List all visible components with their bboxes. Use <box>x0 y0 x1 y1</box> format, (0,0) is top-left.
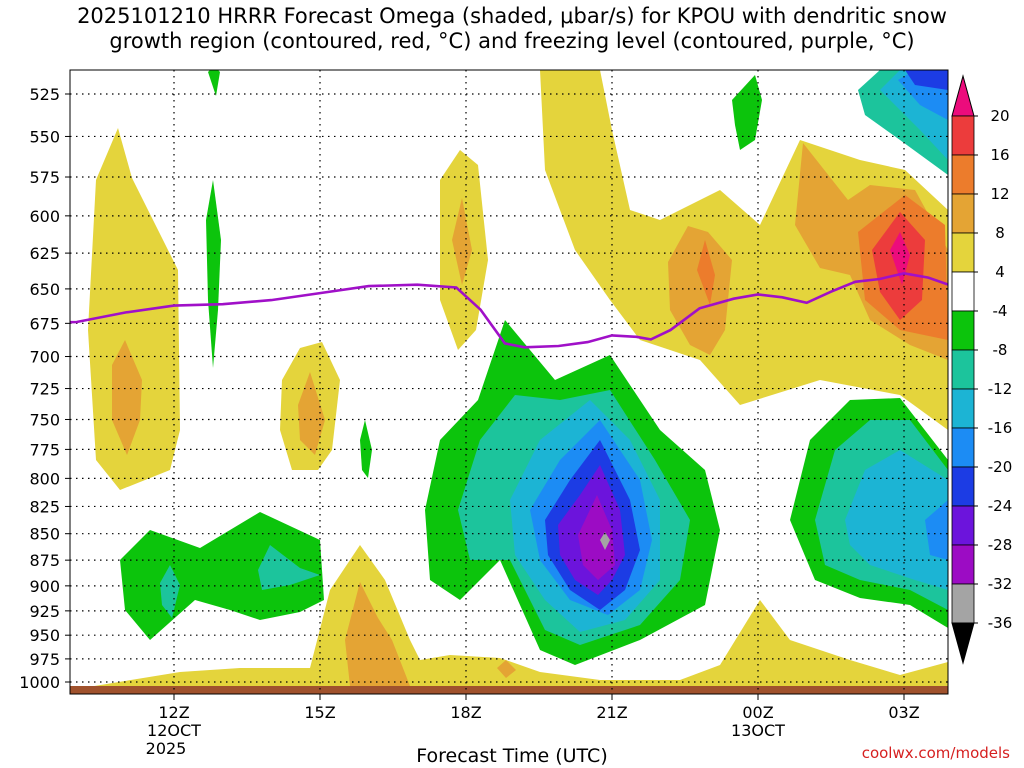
x-tick-year: 2025 <box>146 739 187 758</box>
colorbar-swatch <box>951 310 975 351</box>
omega-region-neg-small-1 <box>208 70 220 96</box>
freezing-level-line <box>70 271 948 349</box>
omega-region-neg-right-d <box>925 500 948 560</box>
colorbar-label: 20 <box>990 107 1009 125</box>
colorbar-label: -16 <box>988 419 1013 437</box>
y-tick-label: 725 <box>29 380 60 399</box>
omega-region-neg-top-d <box>905 70 948 90</box>
x-tick-date: 13OCT <box>731 721 785 740</box>
colorbar-label: 4 <box>995 263 1005 281</box>
omega-region-pos-1-core <box>112 340 142 455</box>
colorbar-label: 12 <box>990 185 1009 203</box>
colorbar-swatch <box>951 115 975 156</box>
colorbar-label: -20 <box>988 458 1013 476</box>
x-tick-label: 15Z <box>304 703 335 722</box>
colorbar-bottom-arrow <box>951 622 975 665</box>
colorbar-top-arrow <box>951 74 975 117</box>
omega-region-neg-small-3 <box>360 420 372 478</box>
omega-region-neg-main-g <box>578 495 615 580</box>
x-tick-label: 18Z <box>450 703 481 722</box>
omega-region-pos-4 <box>540 70 948 430</box>
colorbar-label: -8 <box>993 341 1008 359</box>
omega-region-neg-left-c <box>258 545 320 590</box>
omega-region-pos-3-core <box>452 198 472 285</box>
colorbar-label: -24 <box>988 497 1013 515</box>
y-tick-label: 975 <box>29 650 60 669</box>
colorbar-swatch <box>951 232 975 273</box>
colorbar: 20 16 12 8 4 -4 -8 -12 -16 -20 -24 -28 -32 -36 <box>951 74 1013 665</box>
ground-surface <box>70 686 948 694</box>
y-tick-label: 800 <box>29 469 60 488</box>
omega-region-neg-right-c <box>845 450 948 590</box>
y-tick-label: 700 <box>29 348 60 367</box>
colorbar-swatch <box>951 388 975 429</box>
colorbar-label: -28 <box>988 536 1013 554</box>
omega-region-pos-2-core <box>298 372 325 455</box>
y-tick-label: 750 <box>29 410 60 429</box>
grid-lines <box>70 70 948 694</box>
y-tick-label: 950 <box>29 626 60 645</box>
y-axis-ticks: 525 550 575 600 625 650 675 700 725 750 775 800 825 8… <box>19 85 70 692</box>
title-line-1: 2025101210 HRRR Forecast Omega (shaded, … <box>77 4 947 28</box>
y-tick-label: 1000 <box>19 673 60 692</box>
colorbar-label: -36 <box>988 614 1013 632</box>
colorbar-swatch <box>951 193 975 234</box>
colorbar-label: -32 <box>988 575 1013 593</box>
omega-shading <box>70 70 948 694</box>
omega-region-pos-5-core <box>345 582 410 686</box>
colorbar-swatch <box>951 583 975 624</box>
omega-region-neg-small-2 <box>206 180 221 368</box>
title-line-2: growth region (contoured, red, °C) and f… <box>109 29 915 53</box>
x-tick-date: 12OCT <box>147 721 201 740</box>
y-tick-label: 925 <box>29 602 60 621</box>
plot-frame <box>69 69 949 695</box>
omega-region-pos-4-core-a <box>668 226 732 355</box>
colorbar-label: -12 <box>988 380 1013 398</box>
colorbar-label: 8 <box>995 224 1005 242</box>
colorbar-label: -4 <box>993 302 1008 320</box>
y-tick-label: 850 <box>29 525 60 544</box>
colorbar-swatch <box>951 349 975 390</box>
x-tick-label: 12Z <box>158 703 189 722</box>
omega-region-neg-left-b <box>160 565 180 618</box>
colorbar-swatch <box>951 505 975 546</box>
y-tick-label: 675 <box>29 314 60 333</box>
omega-region-pos-1 <box>88 128 180 490</box>
x-tick-label: 21Z <box>596 703 627 722</box>
x-tick-label: 03Z <box>888 703 919 722</box>
omega-region-neg-main-min <box>600 532 610 550</box>
colorbar-label: 16 <box>990 146 1009 164</box>
omega-region-pos-5-core-b <box>497 660 516 678</box>
y-tick-label: 900 <box>29 577 60 596</box>
omega-region-pos-4-core-f <box>890 232 910 285</box>
y-tick-label: 825 <box>29 497 60 516</box>
omega-region-pos-4-core-c <box>697 240 715 305</box>
omega-region-pos-5 <box>70 545 948 694</box>
colorbar-swatch <box>951 466 975 507</box>
y-tick-label: 550 <box>29 127 60 146</box>
y-tick-label: 875 <box>29 551 60 570</box>
colorbar-swatch <box>951 427 975 468</box>
site-credit[interactable]: coolwx.com/models <box>861 744 1010 762</box>
x-axis-label: Forecast Time (UTC) <box>416 745 608 767</box>
colorbar-swatch <box>951 271 975 312</box>
y-tick-label: 600 <box>29 207 60 226</box>
x-tick-label: 00Z <box>742 703 773 722</box>
y-tick-label: 625 <box>29 244 60 263</box>
colorbar-swatch <box>951 544 975 585</box>
y-tick-label: 575 <box>29 168 60 187</box>
y-tick-label: 525 <box>29 85 60 104</box>
y-tick-label: 775 <box>29 440 60 459</box>
chart-title: 2025101210 HRRR Forecast Omega (shaded, … <box>0 4 1024 54</box>
y-tick-label: 650 <box>29 280 60 299</box>
colorbar-swatch <box>951 154 975 195</box>
